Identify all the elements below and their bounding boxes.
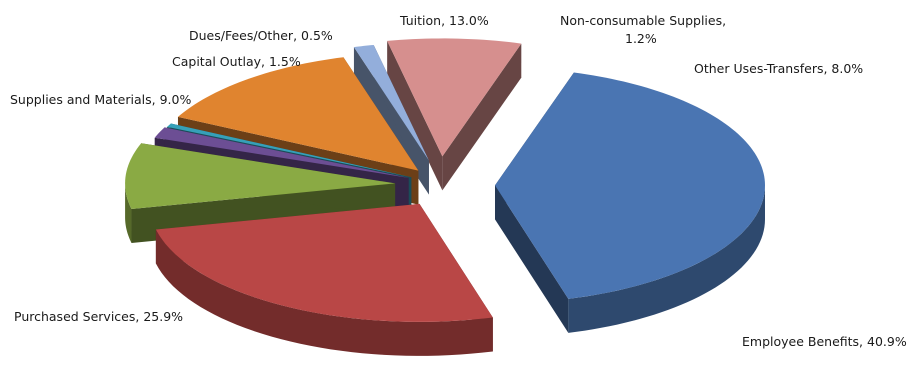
- slice-cut-face-end-other-uses-transfers: [442, 43, 522, 191]
- slice-top-dues-fees-other: [167, 123, 412, 178]
- slice-top-other-uses-transfers: [387, 38, 522, 157]
- slice-label-employee-benefits: Employee Benefits, 40.9%: [742, 334, 907, 349]
- slice-employee-benefits: [494, 72, 765, 333]
- slice-cut-face-start-other-uses-transfers: [387, 40, 443, 191]
- slice-non-consumable-supplies: [353, 44, 429, 195]
- slice-top-employee-benefits: [494, 72, 765, 299]
- slice-label-supplies-and-materials: Supplies and Materials, 9.0%: [10, 92, 191, 107]
- slice-top-tuition: [177, 57, 419, 171]
- slice-top-capital-outlay: [154, 127, 409, 178]
- slice-rim-purchased-services: [155, 229, 493, 356]
- slice-label-capital-outlay: Capital Outlay, 1.5%: [172, 54, 301, 69]
- slice-rim-employee-benefits: [568, 185, 765, 333]
- slice-label-non-consumable-supplies-line2: 1.2%: [625, 31, 657, 46]
- slice-label-purchased-services: Purchased Services, 25.9%: [14, 309, 183, 324]
- slice-label-dues-fees-other: Dues/Fees/Other, 0.5%: [189, 28, 333, 43]
- slice-other-uses-transfers: [387, 38, 522, 191]
- slice-top-supplies-and-materials: [125, 143, 396, 209]
- slice-top-purchased-services: [155, 203, 493, 322]
- slice-label-tuition: Tuition, 13.0%: [399, 13, 489, 28]
- pie-slices: [125, 38, 765, 356]
- slice-label-other-uses-transfers: Other Uses-Transfers, 8.0%: [694, 61, 863, 76]
- slice-top-non-consumable-supplies: [353, 44, 429, 161]
- slice-purchased-services: [155, 203, 493, 356]
- slice-rim-supplies-and-materials: [125, 183, 132, 243]
- slice-label-non-consumable-supplies-line1: Non-consumable Supplies,: [560, 13, 726, 28]
- slice-cut-face-end-employee-benefits: [494, 185, 569, 333]
- slice-cut-face-start-non-consumable-supplies: [353, 47, 429, 195]
